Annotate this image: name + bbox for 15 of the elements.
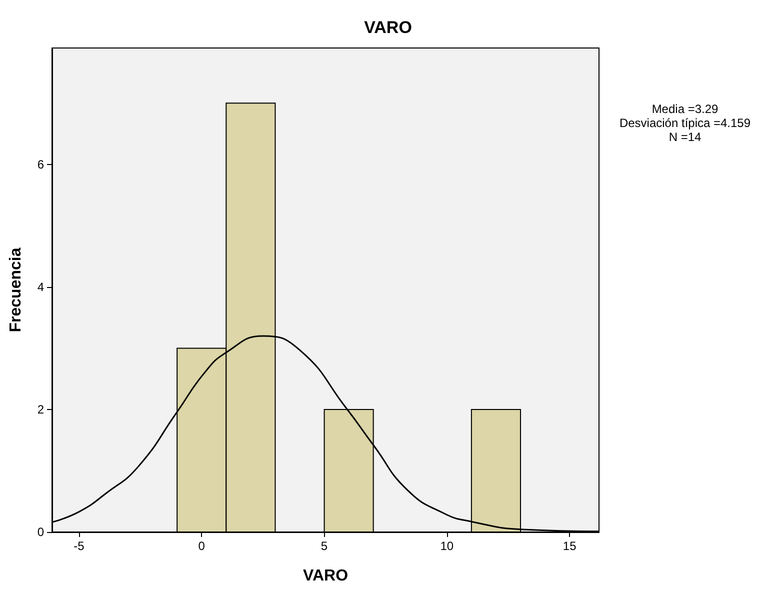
y-tick-label: 6 xyxy=(37,157,44,172)
chart-title: VARO xyxy=(364,18,412,37)
x-tick-label: -5 xyxy=(74,539,85,553)
x-tick-label: 0 xyxy=(198,539,206,553)
x-tick-label: 15 xyxy=(562,539,577,553)
text: Media =3.29 xyxy=(652,102,719,116)
text: Desviación típica =4.159 xyxy=(619,116,751,130)
y-tick-label: 4 xyxy=(37,280,44,294)
y-axis-title: Frecuencia xyxy=(8,248,24,332)
y-tick-label: 2 xyxy=(37,402,44,416)
x-tick-label: 5 xyxy=(320,539,328,553)
x-axis-title: VARO xyxy=(302,568,348,584)
y-tick-label: 0 xyxy=(37,525,44,539)
text: N =14 xyxy=(668,130,702,144)
x-tick-label: 10 xyxy=(440,539,454,553)
